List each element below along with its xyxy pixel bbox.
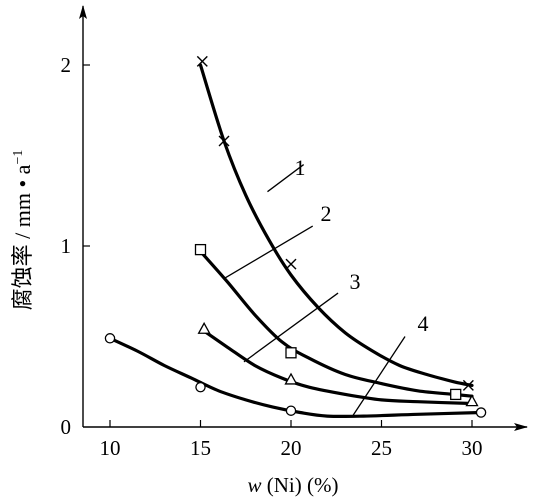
point-marker-circle xyxy=(195,381,206,393)
point-marker-square xyxy=(194,243,207,256)
x-tick-label: 20 xyxy=(281,436,302,460)
point-marker-square xyxy=(285,347,297,359)
series-1-line xyxy=(198,63,474,387)
series-labels: 12 3 4 xyxy=(223,155,429,417)
x-tick-label: 30 xyxy=(462,436,483,460)
series-markers xyxy=(104,55,487,418)
series-4-label: 4 xyxy=(418,311,429,336)
point-marker-circle xyxy=(475,407,487,418)
series-2-leader xyxy=(223,225,314,280)
series-1-label: 1 xyxy=(295,155,306,180)
x-axis-label: w (Ni) (%) xyxy=(248,473,339,497)
point-marker-x xyxy=(218,135,230,147)
point-marker-circle xyxy=(104,333,116,344)
series-1-leader xyxy=(267,164,305,193)
series-3-line xyxy=(202,329,474,406)
x-tick-label: 25 xyxy=(371,436,392,460)
marker-stroke xyxy=(218,135,230,147)
y-axis-label: 腐蚀率 / mm • a−1 xyxy=(10,150,35,311)
point-marker-square xyxy=(450,388,462,401)
y-tick-label: 2 xyxy=(61,53,72,77)
point-marker-triangle xyxy=(284,372,298,385)
marker-stroke xyxy=(196,55,208,67)
series-3-leader xyxy=(243,292,339,363)
series-curves xyxy=(108,63,483,419)
series-2-line xyxy=(198,249,474,398)
x-tick-group: 10 15 20 25 30 xyxy=(100,420,483,460)
point-marker-triangle xyxy=(465,394,479,407)
point-marker-x xyxy=(285,258,297,270)
marker-stroke xyxy=(462,379,474,391)
x-tick-label: 10 xyxy=(100,436,121,460)
series-4-line xyxy=(108,336,483,419)
point-marker-x xyxy=(462,379,474,391)
series-3-label: 3 xyxy=(350,269,361,294)
y-tick-label: 0 xyxy=(61,415,72,439)
y-tick-group: 0 1 2 xyxy=(61,53,90,439)
x-tick-label: 15 xyxy=(190,436,211,460)
series-4-leader xyxy=(351,336,406,417)
y-tick-label: 1 xyxy=(61,234,72,258)
point-marker-triangle xyxy=(197,321,211,334)
marker-stroke xyxy=(285,258,297,270)
point-marker-x xyxy=(196,55,208,67)
point-marker-circle xyxy=(285,405,297,416)
series-2-label: 2 xyxy=(321,201,332,226)
